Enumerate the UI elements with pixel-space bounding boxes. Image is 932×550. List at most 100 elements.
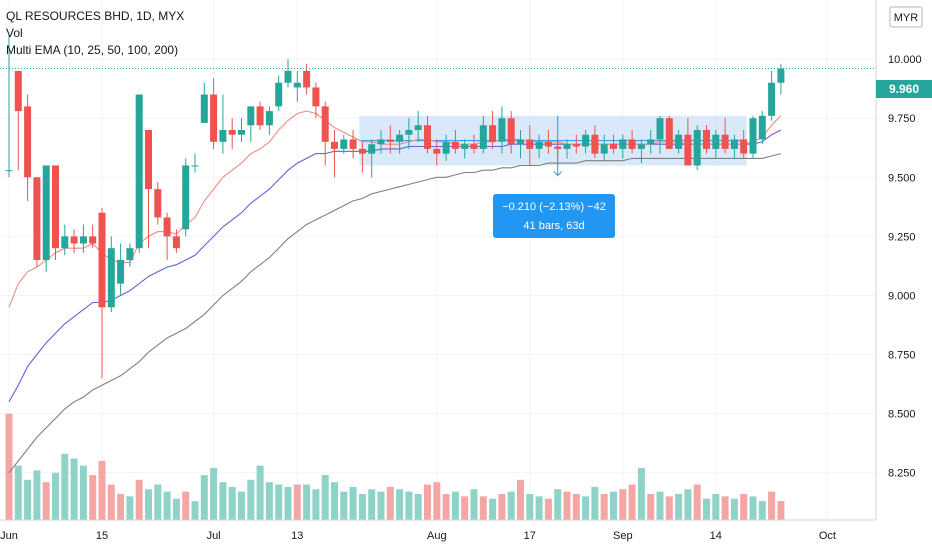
candle-body xyxy=(665,118,673,149)
volume-bar xyxy=(693,484,701,520)
candle-body xyxy=(377,139,385,145)
volume-bar xyxy=(163,491,171,520)
candle-body xyxy=(61,236,69,249)
measure-label-line1: −0.210 (−2.13%) −42 xyxy=(502,201,606,213)
candle-body xyxy=(154,189,162,218)
volume-bar xyxy=(489,498,497,520)
candle-body xyxy=(5,170,13,172)
volume-bar xyxy=(479,496,487,520)
candle-body xyxy=(498,118,506,142)
y-tick-label: 9.500 xyxy=(888,172,916,184)
candle-body xyxy=(312,87,320,107)
candle-body xyxy=(368,144,376,154)
volume-bar xyxy=(349,486,357,520)
candle-body xyxy=(507,118,515,145)
volume-bar xyxy=(200,475,208,520)
candle-body xyxy=(33,177,41,260)
candle-body xyxy=(126,248,134,260)
volume-bar xyxy=(14,465,22,520)
candle-body xyxy=(89,236,97,244)
volume-bar xyxy=(507,491,515,520)
ema50-line xyxy=(8,153,782,474)
volume-bar xyxy=(535,496,543,520)
volume-bar xyxy=(98,460,106,520)
candle-body xyxy=(712,134,720,149)
candle-body xyxy=(396,134,404,142)
x-tick-label: Sep xyxy=(613,530,633,542)
vol-indicator-label[interactable]: Vol xyxy=(6,26,23,40)
volume-bar xyxy=(33,470,41,520)
volume-bar xyxy=(712,494,720,520)
volume-bar xyxy=(79,465,87,520)
volume-bar xyxy=(154,484,162,520)
measure-label: −0.210 (−2.13%) −42 41 bars, 63d xyxy=(493,194,615,238)
candle-body xyxy=(777,68,785,83)
candle-body xyxy=(14,70,22,112)
candle-body xyxy=(684,134,692,166)
candle-body xyxy=(275,82,283,107)
candle-body xyxy=(647,139,655,145)
candle-body xyxy=(321,106,329,142)
candle-body xyxy=(740,139,748,154)
volume-bar xyxy=(526,494,534,520)
candle-body xyxy=(451,141,459,149)
candle-body xyxy=(107,248,115,308)
candle-body xyxy=(145,130,152,190)
candle-body xyxy=(721,134,729,149)
volume-bar xyxy=(582,496,590,520)
volume-bar xyxy=(42,482,50,520)
candlesticks xyxy=(5,35,785,379)
candle-body xyxy=(675,134,683,149)
x-tick-label: 15 xyxy=(96,530,108,542)
candle-body xyxy=(358,148,366,154)
y-tick-label: 9.000 xyxy=(888,290,916,302)
candle-body xyxy=(70,236,78,244)
candle-body xyxy=(340,139,348,149)
volume-bar xyxy=(265,482,273,520)
ema25-line xyxy=(8,129,782,403)
volume-bar xyxy=(517,479,524,520)
candle-body xyxy=(135,94,143,249)
candle-body xyxy=(405,130,413,135)
ema-indicator-label[interactable]: Multi EMA (10, 25, 50, 100, 200) xyxy=(6,43,179,57)
candle-body xyxy=(628,139,636,149)
volume-bar xyxy=(331,482,338,520)
volume-bar xyxy=(703,498,710,520)
candle-body xyxy=(768,82,776,116)
volume-bar xyxy=(191,501,199,520)
volume-bar xyxy=(433,482,441,520)
candle-body xyxy=(414,125,422,130)
volume-bar xyxy=(600,494,608,520)
candle-body xyxy=(52,165,59,249)
x-axis-labels: Jun 15 Jul 13 Aug 17 Sep 14 Oct xyxy=(0,530,836,542)
candle-body xyxy=(703,130,710,149)
x-tick-label: Jun xyxy=(0,530,18,542)
last-price-text: 9.960 xyxy=(889,82,919,96)
y-tick-label: 9.750 xyxy=(888,113,916,125)
volume-bar xyxy=(256,465,264,520)
volume-bar xyxy=(312,489,320,520)
volume-bar xyxy=(135,479,143,520)
volume-bar xyxy=(619,489,627,520)
x-tick-label: 13 xyxy=(291,530,303,542)
volume-bar xyxy=(228,486,236,520)
volume-bar xyxy=(61,453,69,520)
candle-body xyxy=(182,165,190,230)
volume-bar xyxy=(247,479,255,520)
volume-bar xyxy=(107,484,115,520)
candle-body xyxy=(526,139,534,149)
volume-bar xyxy=(749,496,757,520)
candle-body xyxy=(591,134,599,154)
candle-body xyxy=(544,141,552,147)
symbol-title[interactable]: QL RESOURCES BHD, 1D, MYX xyxy=(6,9,185,23)
candle-body xyxy=(433,148,441,154)
volume-bar xyxy=(647,494,655,520)
volume-bar xyxy=(89,475,97,520)
currency-badge[interactable]: MYR xyxy=(889,6,923,28)
volume-bar xyxy=(284,486,292,520)
volume-bar xyxy=(340,491,348,520)
candle-body xyxy=(24,106,32,178)
y-tick-label: 9.250 xyxy=(888,231,916,243)
volume-bar xyxy=(386,486,394,520)
